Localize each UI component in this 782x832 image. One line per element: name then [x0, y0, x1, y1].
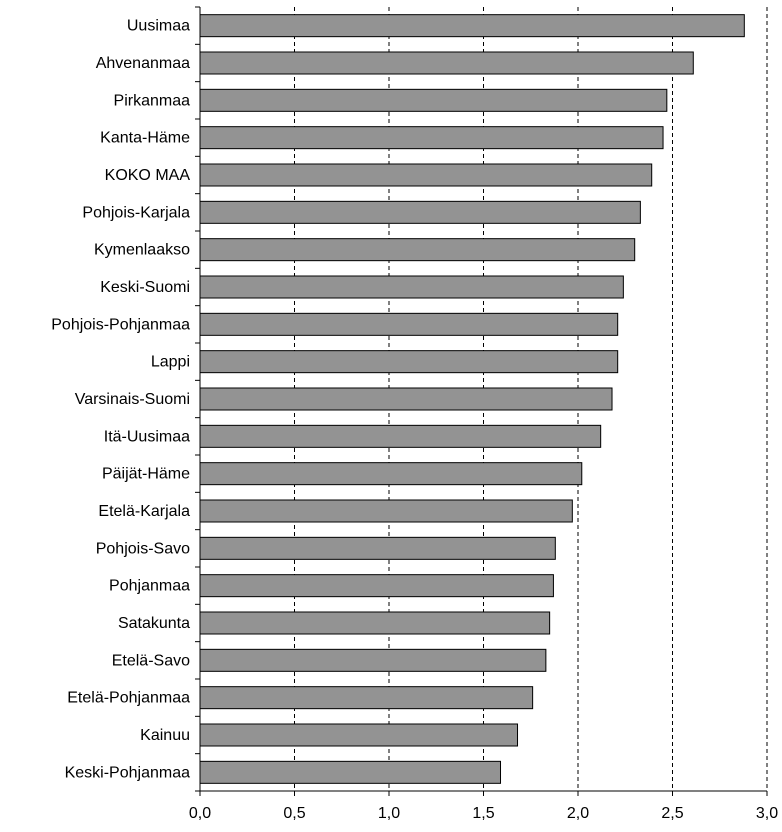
category-labels: Uusimaa Ahvenanmaa Pirkanmaa Kanta-Häme KOKO… [51, 18, 190, 782]
category-label: Etelä-Karjala [98, 503, 190, 520]
category-label: Pirkanmaa [114, 92, 191, 109]
bar [199, 350, 619, 374]
category-label: Etelä-Pohjanmaa [67, 690, 190, 707]
category-label: Kanta-Häme [100, 130, 190, 147]
bar [199, 648, 547, 672]
category-label: KOKO MAA [105, 167, 191, 184]
category-label: Pohjois-Karjala [82, 204, 190, 221]
category-label: Päijät-Häme [102, 466, 190, 483]
category-label: Kainuu [140, 727, 190, 744]
category-label: Itä-Uusimaa [104, 428, 190, 445]
x-tick-labels: 0,0 0,5 1,0 1,5 2,0 2,5 3,0 [189, 805, 778, 822]
category-label: Varsinais-Suomi [75, 391, 190, 408]
bar [199, 536, 556, 560]
bar [199, 760, 502, 784]
category-label: Etelä-Savo [112, 652, 190, 669]
bar [199, 611, 551, 635]
bar [199, 499, 573, 523]
bar [199, 387, 613, 411]
bar [199, 238, 636, 262]
category-label: Satakunta [118, 615, 190, 632]
category-label: Keski-Suomi [100, 279, 190, 296]
category-label: Pohjois-Pohjanmaa [51, 316, 190, 333]
axes [195, 6, 768, 796]
bar [199, 574, 554, 598]
bar [199, 126, 664, 150]
x-tick-label: 2,0 [567, 805, 589, 822]
bar [199, 163, 653, 187]
x-tick-label: 2,5 [661, 805, 683, 822]
category-label: Lappi [151, 354, 190, 371]
bar [199, 200, 641, 224]
category-label: Uusimaa [127, 18, 190, 35]
x-tick-label: 1,5 [472, 805, 494, 822]
bar [199, 14, 745, 38]
bar [199, 424, 602, 448]
category-label: Ahvenanmaa [96, 55, 190, 72]
x-tick-label: 0,0 [189, 805, 211, 822]
bar [199, 51, 694, 75]
x-tick-label: 0,5 [283, 805, 305, 822]
bars [199, 14, 745, 784]
category-label: Pohjanmaa [109, 578, 190, 595]
bar [199, 312, 619, 336]
bar [199, 462, 583, 486]
bar [199, 275, 624, 299]
bar [199, 723, 519, 747]
category-label: Keski-Pohjanmaa [65, 764, 191, 781]
bar [199, 686, 534, 710]
x-tick-label: 3,0 [756, 805, 778, 822]
x-tick-label: 1,0 [378, 805, 400, 822]
category-label: Pohjois-Savo [96, 540, 190, 557]
bar [199, 88, 668, 112]
category-label: Kymenlaakso [94, 242, 190, 259]
